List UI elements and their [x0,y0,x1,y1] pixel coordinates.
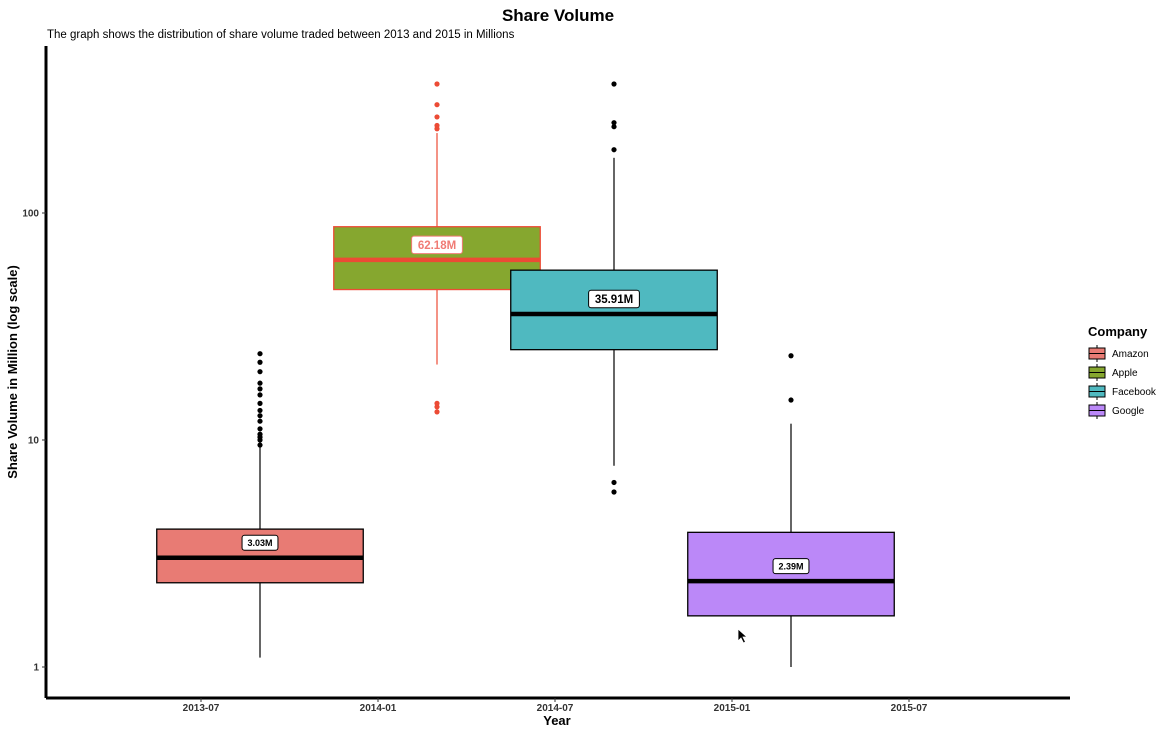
outlier-point-amazon [257,426,263,432]
outlier-point-facebook [611,81,617,87]
legend-label-facebook: Facebook [1112,387,1157,398]
outlier-point-amazon [257,380,263,386]
outlier-point-facebook [611,147,617,153]
outlier-point-google [788,353,794,359]
median-label-box-amazon [241,534,279,551]
outlier-point-apple [434,81,440,87]
outlier-point-apple [434,114,440,120]
y-tick-label: 1 [33,663,39,674]
outlier-point-amazon [257,407,263,414]
median-label-text-amazon: 3.03M [247,538,272,548]
outlier-point-amazon [257,369,263,375]
box-google: 2.39M [687,353,895,667]
median-label-box-facebook [588,289,640,309]
outlier-point-apple [434,122,440,129]
outlier-point-amazon [257,400,263,406]
box-body-facebook [510,269,718,351]
outlier-point-amazon [257,442,263,448]
outlier-point-amazon [257,418,263,424]
median-label-apple: 62.18M [411,235,463,255]
outlier-point-facebook [611,120,617,126]
x-tick-label: 2013-07 [183,703,220,714]
x-axis-title: Year [543,713,570,728]
outlier-point-amazon [257,359,263,365]
legend-label-google: Google [1112,406,1145,417]
x-tick-label: 2014-07 [537,703,574,714]
x-tick-label: 2014-01 [360,703,397,714]
outlier-point-apple [434,102,440,108]
x-tick-label: 2015-01 [714,703,751,714]
chart-title: Share Volume [502,6,614,25]
legend: Company Amazon Apple Facebook Google [1088,324,1157,419]
y-axis-title: Share Volume in Million (log scale) [5,265,20,479]
x-tick-label: 2015-07 [891,703,928,714]
plot-area: 1 10 100 2013-07 2014-01 2014-07 2015-01 2015-0… [22,46,1070,714]
outlier-point-amazon [257,351,263,357]
outlier-point-apple [434,400,440,406]
outlier-point-amazon [257,392,263,398]
legend-title: Company [1088,324,1148,339]
median-label-amazon: 3.03M [241,534,279,551]
legend-label-amazon: Amazon [1112,349,1149,360]
median-label-text-apple: 62.18M [418,240,456,252]
box-facebook: 35.91M [510,81,718,495]
box-amazon: 3.03M [156,351,364,658]
outlier-point-amazon [257,431,263,437]
outlier-point-facebook [611,479,617,486]
outlier-point-facebook [611,124,617,130]
legend-item-apple: Apple [1088,364,1138,381]
y-tick-label: 100 [22,209,39,220]
median-label-facebook: 35.91M [588,289,640,309]
median-label-box-apple [411,235,463,255]
median-label-text-google: 2.39M [778,561,803,571]
chart-subtitle: The graph shows the distribution of shar… [47,29,515,41]
mouse-cursor-icon [737,628,749,644]
legend-item-facebook: Facebook [1088,383,1157,400]
legend-label-apple: Apple [1112,368,1138,379]
box-apple: 62.18M [333,81,541,415]
median-label-google: 2.39M [772,558,810,575]
y-tick-label: 10 [28,436,40,447]
legend-item-amazon: Amazon [1088,345,1149,362]
median-label-text-facebook: 35.91M [595,294,633,306]
legend-item-google: Google [1088,402,1145,419]
outlier-point-google [788,397,794,403]
outlier-point-apple [434,409,440,415]
outlier-point-amazon [257,413,263,419]
median-label-box-google [772,558,810,575]
outlier-point-amazon [257,386,263,392]
outlier-point-facebook [611,489,617,495]
